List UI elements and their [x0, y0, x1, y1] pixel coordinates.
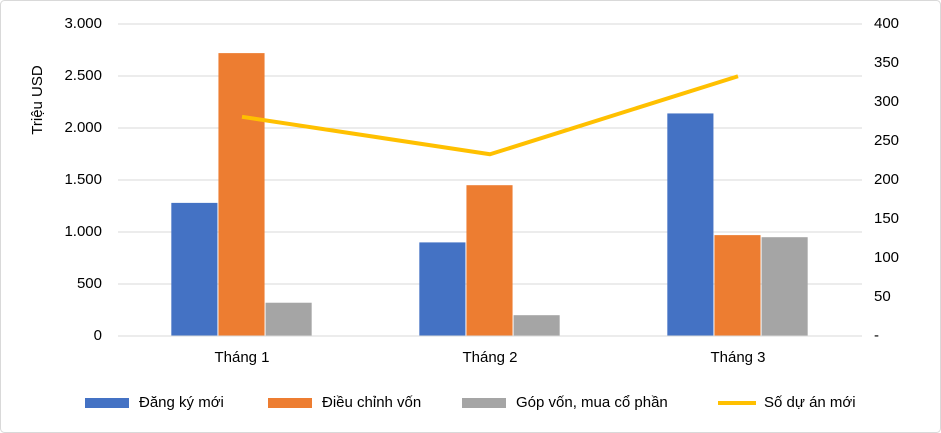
y-tick-label: 2.500: [64, 67, 102, 84]
y2-tick-label: 300: [874, 93, 899, 110]
legend-label: Góp vốn, mua cổ phần: [516, 394, 668, 411]
y2-tick-label: -: [874, 327, 879, 344]
legend-label: Điều chỉnh vốn: [322, 394, 421, 411]
y-tick-label: 3.000: [64, 15, 102, 32]
y-tick-label: 1.000: [64, 223, 102, 240]
bar: [218, 53, 265, 337]
y2-tick-label: 50: [874, 288, 891, 305]
bar: [466, 185, 513, 336]
legend-marker: [268, 398, 312, 408]
bar: [265, 302, 312, 336]
bar: [761, 237, 808, 336]
legend-marker: [85, 398, 129, 408]
y2-tick-label: 250: [874, 132, 899, 149]
bar: [667, 113, 714, 336]
x-tick-label: Tháng 2: [462, 349, 517, 366]
bar: [171, 202, 218, 336]
y2-tick-label: 150: [874, 210, 899, 227]
y2-tick-label: 100: [874, 249, 899, 266]
bar: [714, 235, 761, 336]
bar: [419, 242, 466, 336]
x-tick-label: Tháng 1: [214, 349, 269, 366]
legend-marker: [462, 398, 506, 408]
legend-label: Đăng ký mới: [139, 394, 224, 411]
y2-tick-label: 400: [874, 15, 899, 32]
line-series: [241, 74, 739, 157]
y2-tick-label: 350: [874, 54, 899, 71]
y2-tick-label: 200: [874, 171, 899, 188]
x-tick-label: Tháng 3: [710, 349, 765, 366]
y-tick-label: 0: [94, 327, 102, 344]
y-tick-label: 500: [77, 275, 102, 292]
y-axis-label: Triệu USD: [29, 65, 46, 135]
y-tick-label: 2.000: [64, 119, 102, 136]
legend-label: Số dự án mới: [764, 394, 856, 411]
bar: [513, 315, 560, 336]
y-tick-label: 1.500: [64, 171, 102, 188]
